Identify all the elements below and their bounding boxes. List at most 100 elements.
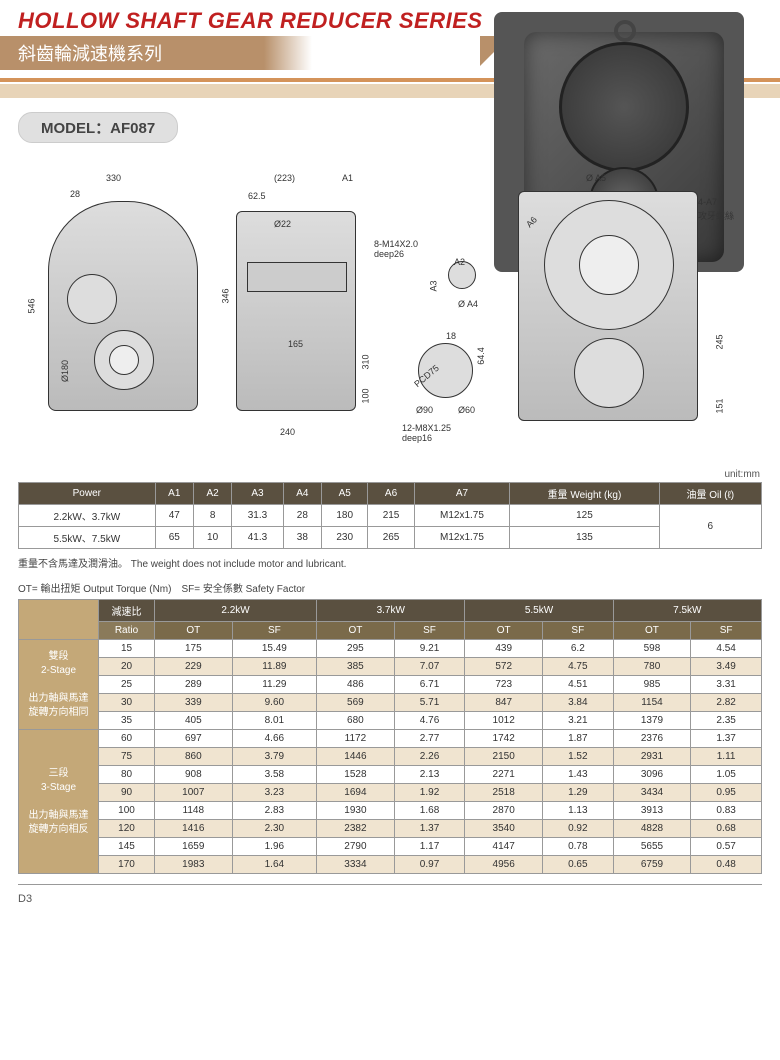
legend-text: OT= 輸出扭矩 Output Torque (Nm) SF= 安全係數 Saf… bbox=[0, 574, 780, 597]
torque-cell: 20 bbox=[99, 658, 155, 676]
torque-cell: 5.71 bbox=[394, 694, 465, 712]
torque-cell: 1446 bbox=[317, 748, 395, 766]
torque-cell: 1379 bbox=[613, 712, 691, 730]
spec-cell: 135 bbox=[510, 527, 659, 549]
dim-A1: A1 bbox=[342, 173, 353, 183]
torque-cell: 1694 bbox=[317, 784, 395, 802]
torque-cell: 0.68 bbox=[691, 820, 762, 838]
torque-cell: 1.52 bbox=[542, 748, 613, 766]
torque-cell: 1983 bbox=[155, 856, 233, 874]
torque-sub-header: SF bbox=[232, 622, 317, 640]
torque-cell: 4.54 bbox=[691, 640, 762, 658]
dim-245: 245 bbox=[715, 334, 725, 349]
dim-phi180: Ø180 bbox=[60, 360, 70, 382]
page-number: D3 bbox=[18, 893, 32, 905]
torque-cell: 1.96 bbox=[232, 838, 317, 856]
torque-sub-header: Ratio bbox=[99, 622, 155, 640]
torque-cell: 11.89 bbox=[232, 658, 317, 676]
torque-cell: 1.43 bbox=[542, 766, 613, 784]
dim-tapthread: 攻牙螺絲 bbox=[698, 209, 734, 222]
spec-cell: 2.2kW、3.7kW bbox=[19, 505, 156, 527]
torque-cell: 1930 bbox=[317, 802, 395, 820]
torque-power-header: 7.5kW bbox=[613, 600, 761, 622]
stage-label-cell: 三段3-Stage出力軸與馬達旋轉方向相反 bbox=[19, 730, 99, 874]
dim-28: 28 bbox=[70, 189, 80, 199]
spec-cell: 215 bbox=[368, 505, 414, 527]
torque-power-header: 5.5kW bbox=[465, 600, 613, 622]
dim-A2: A2 bbox=[454, 257, 465, 267]
torque-cell: 1.64 bbox=[232, 856, 317, 874]
spec-cell: 8 bbox=[193, 505, 231, 527]
page-footer: D3 bbox=[18, 884, 762, 913]
torque-cell: 4956 bbox=[465, 856, 543, 874]
torque-sub-header: OT bbox=[465, 622, 543, 640]
dim-310: 310 bbox=[361, 354, 371, 369]
torque-cell: 5655 bbox=[613, 838, 691, 856]
thread-12m8: 12-M8X1.25 bbox=[402, 423, 451, 433]
torque-cell: 6.2 bbox=[542, 640, 613, 658]
torque-cell: 2870 bbox=[465, 802, 543, 820]
spec-cell: 5.5kW、7.5kW bbox=[19, 527, 156, 549]
torque-cell: 0.78 bbox=[542, 838, 613, 856]
torque-sub-header: OT bbox=[155, 622, 233, 640]
spec-table: PowerA1A2A3A4A5A6A7重量 Weight (kg)油量 Oil … bbox=[18, 482, 762, 549]
spec-cell: 265 bbox=[368, 527, 414, 549]
dim-100: 100 bbox=[361, 388, 371, 403]
torque-cell: 1659 bbox=[155, 838, 233, 856]
torque-sub-header: SF bbox=[542, 622, 613, 640]
spec-header: A3 bbox=[232, 483, 283, 505]
page-header: HOLLOW SHAFT GEAR REDUCER SERIES 斜齒輪減速機系… bbox=[0, 0, 780, 72]
spec-header: Power bbox=[19, 483, 156, 505]
torque-cell: 2.26 bbox=[394, 748, 465, 766]
torque-cell: 4.76 bbox=[394, 712, 465, 730]
dim-phi22: Ø22 bbox=[274, 219, 291, 229]
torque-cell: 3540 bbox=[465, 820, 543, 838]
thread-deep26: deep26 bbox=[374, 249, 404, 259]
torque-cell: 1007 bbox=[155, 784, 233, 802]
torque-cell: 405 bbox=[155, 712, 233, 730]
spec-cell: 65 bbox=[155, 527, 193, 549]
torque-cell: 3096 bbox=[613, 766, 691, 784]
torque-cell: 569 bbox=[317, 694, 395, 712]
torque-cell: 4147 bbox=[465, 838, 543, 856]
torque-cell: 598 bbox=[613, 640, 691, 658]
spec-cell: 230 bbox=[322, 527, 368, 549]
torque-cell: 4828 bbox=[613, 820, 691, 838]
technical-drawings: 330 28 546 Ø180 (223) A1 62.5 Ø22 346 16… bbox=[18, 161, 762, 461]
torque-cell: 1416 bbox=[155, 820, 233, 838]
spec-cell: 125 bbox=[510, 505, 659, 527]
torque-cell: 8.01 bbox=[232, 712, 317, 730]
torque-cell: 1154 bbox=[613, 694, 691, 712]
torque-cell: 2.77 bbox=[394, 730, 465, 748]
torque-cell: 486 bbox=[317, 676, 395, 694]
torque-cell: 0.97 bbox=[394, 856, 465, 874]
torque-cell: 680 bbox=[317, 712, 395, 730]
torque-cell: 2271 bbox=[465, 766, 543, 784]
torque-cell: 6759 bbox=[613, 856, 691, 874]
torque-cell: 860 bbox=[155, 748, 233, 766]
torque-cell: 3913 bbox=[613, 802, 691, 820]
torque-cell: 100 bbox=[99, 802, 155, 820]
torque-cell: 3.58 bbox=[232, 766, 317, 784]
torque-cell: 1148 bbox=[155, 802, 233, 820]
torque-cell: 295 bbox=[317, 640, 395, 658]
torque-cell: 145 bbox=[99, 838, 155, 856]
torque-cell: 2382 bbox=[317, 820, 395, 838]
dim-phi60: Ø60 bbox=[458, 405, 475, 415]
torque-cell: 0.83 bbox=[691, 802, 762, 820]
torque-cell: 4.51 bbox=[542, 676, 613, 694]
torque-cell: 723 bbox=[465, 676, 543, 694]
spec-cell: 47 bbox=[155, 505, 193, 527]
torque-cell: 1.29 bbox=[542, 784, 613, 802]
dim-4A7: 4-A7 bbox=[698, 197, 717, 207]
spec-cell: 180 bbox=[322, 505, 368, 527]
torque-sub-header: SF bbox=[394, 622, 465, 640]
torque-cell: 1.92 bbox=[394, 784, 465, 802]
torque-cell: 1.11 bbox=[691, 748, 762, 766]
torque-cell: 439 bbox=[465, 640, 543, 658]
dim-165: 165 bbox=[288, 339, 303, 349]
torque-cell: 1172 bbox=[317, 730, 395, 748]
torque-cell: 0.57 bbox=[691, 838, 762, 856]
torque-cell: 0.48 bbox=[691, 856, 762, 874]
torque-power-header: 2.2kW bbox=[155, 600, 317, 622]
